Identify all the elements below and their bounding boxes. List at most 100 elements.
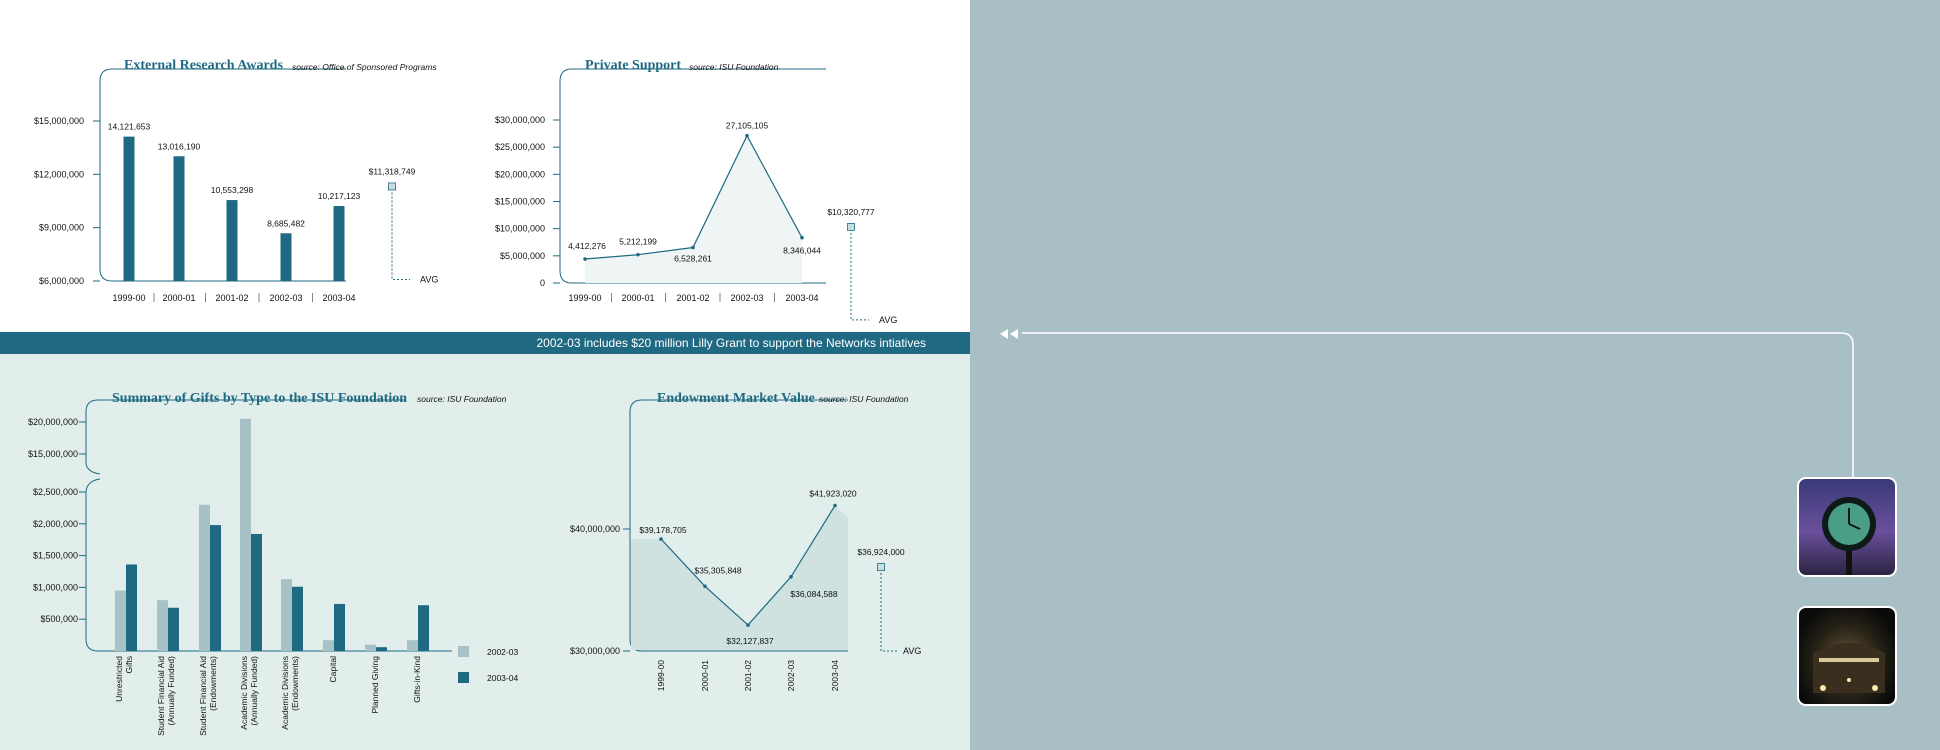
endowment-frame (629, 399, 848, 652)
gifts-x-tick-label: Unrestricted (114, 656, 124, 702)
gifts-x-tick-label: Academic Divisions (280, 656, 290, 730)
endowment-source: source: ISU Foundation (819, 394, 909, 404)
endowment-point (703, 584, 707, 589)
endowment-avg-text: AVG (903, 646, 921, 656)
research-x-tick-label: 2003-04 (322, 293, 355, 303)
research-y-tick-label: $15,000,000 (34, 116, 84, 126)
research-y-tick-label: $12,000,000 (34, 169, 84, 179)
gifts-bar-2003-04 (292, 586, 303, 651)
gifts-legend-swatch (458, 646, 469, 657)
private-x-tick-label: 2001-02 (676, 293, 709, 303)
private-point (691, 245, 695, 250)
gifts-bar-2002-03 (323, 640, 334, 651)
research-x-tick-label: 2002-03 (269, 293, 302, 303)
endowment-point (833, 503, 837, 508)
gifts-bar-2003-04 (376, 647, 387, 651)
gifts-y-tick-label: $2,500,000 (33, 487, 78, 497)
private-y-tick-label: $30,000,000 (495, 115, 545, 125)
research-bar (333, 206, 345, 281)
gifts-x-tick-label: (Annually Funded) (166, 656, 176, 726)
endowment-value-label: $32,127,837 (726, 636, 774, 646)
gifts-legend-label: 2003-04 (487, 673, 518, 683)
endowment-point (789, 574, 793, 579)
private-frame (559, 68, 826, 284)
gifts-y-tick-label: $500,000 (40, 614, 78, 624)
gifts-legend-label: 2002-03 (487, 647, 518, 657)
private-value-label: 8,346,044 (783, 246, 821, 256)
private-point (583, 257, 587, 261)
endowment-point (746, 623, 750, 627)
research-average-marker (388, 182, 396, 191)
gifts-bar-2002-03 (157, 600, 168, 651)
research-frame (99, 68, 346, 282)
private-value-label: 4,412,276 (568, 241, 606, 251)
gifts-source: source: ISU Foundation (417, 394, 507, 404)
private-source: source: ISU Foundation (689, 62, 779, 72)
endowment-x-tick-label: 2000-01 (700, 660, 710, 691)
endowment-value-label: $39,178,705 (639, 525, 687, 535)
gifts-bar-2003-04 (210, 525, 221, 651)
building-photo (1797, 606, 1897, 706)
connector-arrow-2 (1010, 329, 1018, 339)
endowment-value-label: $35,305,848 (694, 565, 742, 575)
private-point (745, 133, 749, 138)
private-x-tick-label: 2000-01 (621, 293, 654, 303)
private-average-marker (847, 223, 855, 231)
research-bar (226, 200, 238, 281)
private-y-tick-label: $15,000,000 (495, 197, 545, 207)
endowment-title: Endowment Market Value (657, 391, 815, 406)
private-average-label: $10,320,777 (827, 207, 875, 217)
private-x-tick-label: 1999-00 (568, 293, 601, 303)
private-value-label: 6,528,261 (674, 254, 712, 264)
endowment-x-tick-label: 2002-03 (786, 660, 796, 691)
research-average-leader (391, 192, 410, 280)
gifts-x-tick-label: Student Financial Aid (198, 656, 208, 736)
private-value-label: 27,105,105 (726, 121, 769, 131)
gifts-x-tick-label: Planned Giving (370, 656, 380, 714)
private-y-tick-label: $25,000,000 (495, 142, 545, 152)
endowment-average-marker (877, 563, 885, 571)
gifts-y-tick-label: $20,000,000 (28, 417, 78, 427)
research-y-tick-label: $6,000,000 (39, 276, 84, 286)
gifts-bar-2003-04 (126, 564, 137, 651)
private-title: Private Support (585, 58, 681, 73)
gifts-bar-2002-03 (407, 640, 418, 651)
gifts-y-tick-label: $15,000,000 (28, 449, 78, 459)
gifts-y-tick-label: $1,000,000 (33, 582, 78, 592)
research-bar (280, 233, 292, 281)
research-y-tick-label: $9,000,000 (39, 223, 84, 233)
private-y-tick-label: $20,000,000 (495, 169, 545, 179)
research-average-label: $11,318,749 (369, 166, 416, 176)
gifts-bar-2002-03 (240, 418, 251, 651)
endowment-x-tick-label: 2003-04 (830, 660, 840, 691)
gifts-frame-lower (85, 478, 452, 652)
top-panel (0, 0, 970, 332)
gifts-frame-upper (85, 399, 405, 475)
gifts-x-tick-label: Gifts-in-Kind (412, 656, 422, 703)
clock-photo (1797, 477, 1897, 577)
research-avg-text: AVG (420, 274, 438, 284)
research-value-label: 10,553,298 (211, 185, 254, 195)
gifts-bar-2002-03 (365, 644, 376, 651)
private-y-tick-label: $5,000,000 (500, 251, 545, 261)
gifts-bar-2003-04 (251, 533, 262, 651)
research-x-tick-label: 2000-01 (162, 293, 195, 303)
gifts-bar-2002-03 (199, 504, 210, 651)
gifts-bar-2003-04 (334, 603, 345, 651)
private-x-tick-label: 2003-04 (785, 293, 818, 303)
lilly-grant-banner: 2002-03 includes $20 million Lilly Grant… (0, 332, 970, 354)
endowment-value-label: $41,923,020 (809, 489, 857, 499)
endowment-y-tick-label: $30,000,000 (570, 646, 620, 656)
gifts-bar-2003-04 (168, 607, 179, 651)
connector-line (1022, 332, 1854, 477)
research-value-label: 14,121,653 (108, 122, 151, 132)
endowment-y-tick-label: $40,000,000 (570, 524, 620, 534)
private-avg-text: AVG (879, 315, 897, 325)
endowment-average-label: $36,924,000 (857, 547, 905, 557)
connector-arrow-1 (1000, 329, 1008, 339)
endowment-x-tick-label: 2001-02 (743, 660, 753, 691)
research-bar (123, 136, 135, 281)
private-y-tick-label: 0 (540, 278, 545, 288)
endowment-x-tick-label: 1999-00 (656, 660, 666, 691)
